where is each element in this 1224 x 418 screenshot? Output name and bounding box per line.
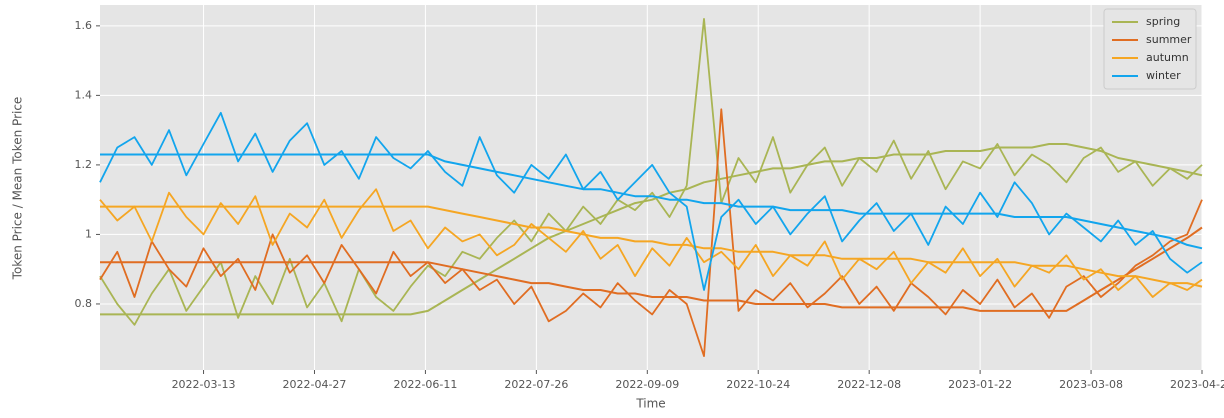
trend-line xyxy=(100,153,1203,250)
y-tick-label: 1.4 xyxy=(75,88,93,101)
trend-line xyxy=(100,143,1203,316)
lines xyxy=(99,18,1203,357)
x-tick-label: 2022-06-11 xyxy=(393,378,457,391)
x-tick-label: 2023-03-08 xyxy=(1059,378,1123,391)
x-tick-label: 2022-07-26 xyxy=(504,378,568,391)
x-tick-label: 2022-03-13 xyxy=(172,378,236,391)
series-line xyxy=(99,111,1203,291)
series-line xyxy=(99,108,1203,357)
y-tick-label: 1.2 xyxy=(75,158,93,171)
trend-line xyxy=(100,226,1203,312)
series-line xyxy=(99,18,1203,326)
legend-label: summer xyxy=(1146,33,1192,46)
legend-label: spring xyxy=(1146,15,1180,28)
series-line xyxy=(99,188,1203,298)
trend-line xyxy=(100,205,1203,288)
y-tick-label: 1.6 xyxy=(75,19,93,32)
x-tick-label: 2022-04-27 xyxy=(283,378,347,391)
legend-label: autumn xyxy=(1146,51,1189,64)
legend-label: winter xyxy=(1146,69,1181,82)
y-axis-label: Token Price / Mean Token Price xyxy=(11,97,25,281)
legend: spring summer autumn winter xyxy=(1103,8,1197,90)
x-tick-label: 2023-04-22 xyxy=(1170,378,1224,391)
x-tick-label: 2023-01-22 xyxy=(948,378,1012,391)
y-tick-label: 1 xyxy=(85,227,92,240)
x-tick-label: 2022-09-09 xyxy=(615,378,679,391)
y-tick-label: 0.8 xyxy=(75,297,93,310)
x-axis-label: Time xyxy=(635,397,665,411)
legend-box xyxy=(1103,8,1197,90)
x-tick-label: 2022-10-24 xyxy=(726,378,790,391)
x-tick-label: 2022-12-08 xyxy=(837,378,901,391)
